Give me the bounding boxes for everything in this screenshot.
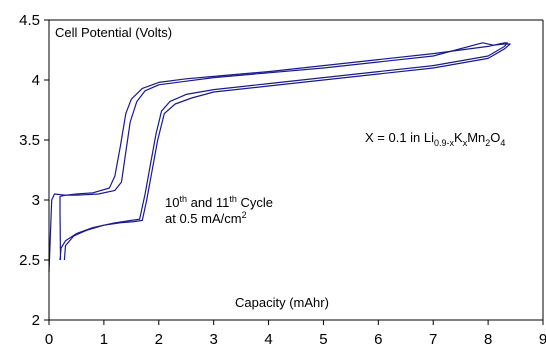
cycle-sup2: th bbox=[229, 194, 237, 204]
y-tick-label: 3 bbox=[32, 192, 40, 209]
x-tick-label: 4 bbox=[264, 331, 272, 348]
composition-sub-k: x bbox=[463, 138, 468, 148]
x-tick-label: 6 bbox=[374, 331, 382, 348]
cycle-annotation-line1: 10th and 11th Cycle bbox=[165, 194, 273, 210]
composition-prefix: X = 0.1 in Li bbox=[365, 130, 434, 145]
series-line bbox=[48, 42, 511, 273]
y-tick-label: 4.5 bbox=[19, 12, 40, 29]
cycle-n1: 10 bbox=[165, 195, 179, 210]
composition-sub-mn: 2 bbox=[485, 138, 490, 148]
composition-o: O bbox=[490, 130, 500, 145]
x-tick-label: 3 bbox=[209, 331, 217, 348]
x-tick-label: 5 bbox=[319, 331, 327, 348]
cycle-sup1: th bbox=[179, 194, 187, 204]
series-group bbox=[48, 42, 511, 273]
series-line bbox=[59, 42, 508, 261]
composition-k: K bbox=[454, 130, 463, 145]
composition-annotation: X = 0.1 in Li0.9-xKxMn2O4 bbox=[365, 130, 505, 148]
x-tick-label: 1 bbox=[100, 331, 108, 348]
cycle-line2: at 0.5 mA/cm bbox=[165, 211, 242, 226]
y-axis-ticks: 2 2.5 3 3.5 4 4.5 bbox=[19, 12, 49, 329]
y-tick-label: 3.5 bbox=[19, 132, 40, 149]
composition-sub-li: 0.9-x bbox=[434, 138, 455, 148]
y-axis-label: Cell Potential (Volts) bbox=[55, 25, 172, 40]
x-axis-label: Capacity (mAhr) bbox=[235, 295, 329, 310]
x-tick-label: 2 bbox=[155, 331, 163, 348]
x-axis-ticks: 0 1 2 3 4 5 6 7 8 9 bbox=[45, 320, 546, 348]
cycle-annotation-line2: at 0.5 mA/cm2 bbox=[165, 210, 247, 226]
composition-sub-o: 4 bbox=[500, 138, 505, 148]
x-tick-label: 9 bbox=[539, 331, 546, 348]
y-tick-label: 4 bbox=[32, 72, 40, 89]
y-tick-label: 2.5 bbox=[19, 252, 40, 269]
x-tick-label: 7 bbox=[429, 331, 437, 348]
cycle-sup3: 2 bbox=[242, 210, 247, 220]
composition-mn: Mn bbox=[467, 130, 485, 145]
x-tick-label: 8 bbox=[484, 331, 492, 348]
x-tick-label: 0 bbox=[45, 331, 53, 348]
cycle-and: and 11 bbox=[187, 195, 229, 210]
y-tick-label: 2 bbox=[32, 312, 40, 329]
cycle-rest: Cycle bbox=[237, 195, 273, 210]
